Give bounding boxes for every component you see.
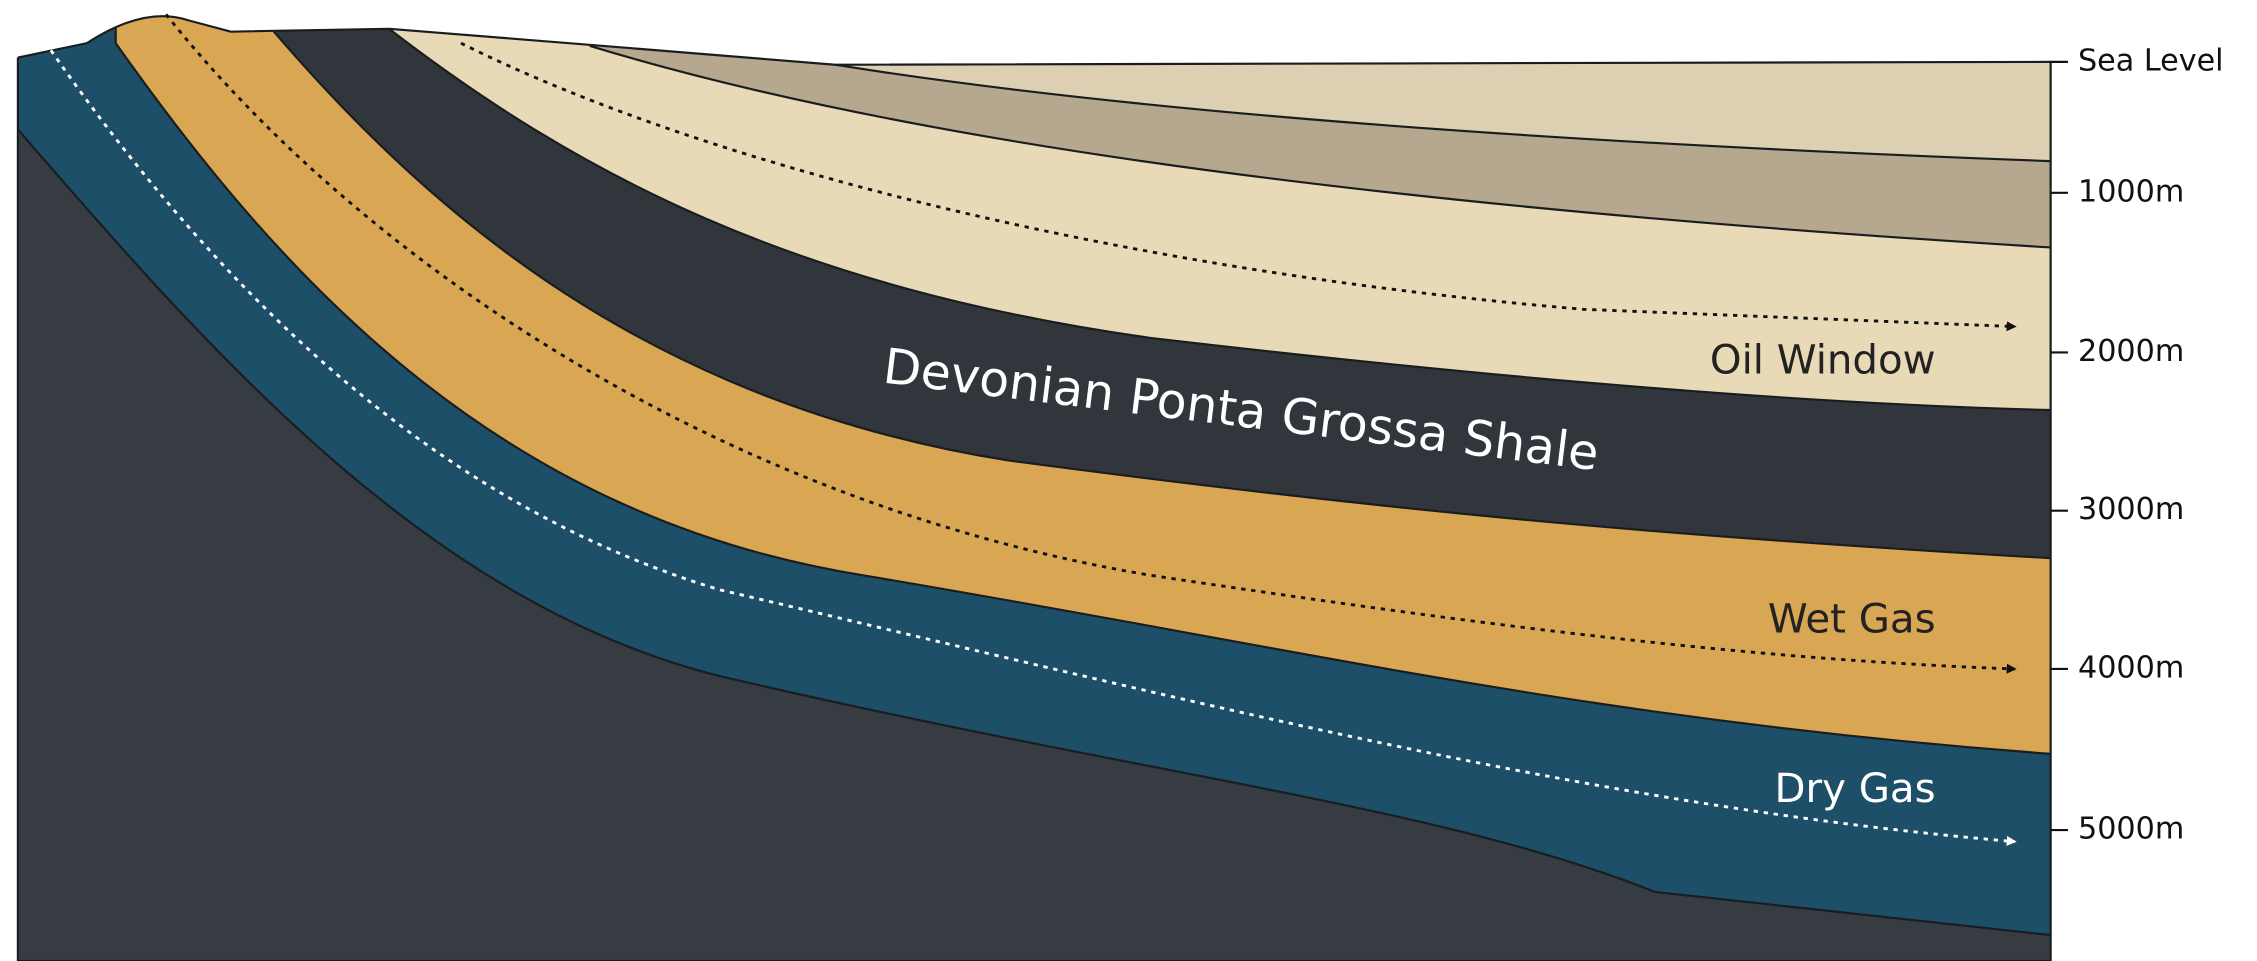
oil-window-arrow bbox=[460, 41, 2017, 332]
wet-gas-arrow bbox=[164, 13, 2017, 674]
zone-label: Wet Gas bbox=[1768, 596, 1936, 642]
outline bbox=[16, 15, 2052, 961]
depth-scale: Sea Level 1000m 2000m 3000m 4000m 5000m bbox=[2050, 43, 2224, 847]
depth-label: 5000m bbox=[2078, 812, 2184, 847]
depth-label: Sea Level bbox=[2078, 43, 2224, 78]
depth-label: 3000m bbox=[2078, 492, 2184, 527]
zone-label: Oil Window bbox=[1710, 338, 1936, 384]
depth-label: 4000m bbox=[2078, 650, 2184, 685]
dry-gas-arrow bbox=[49, 49, 2017, 846]
zone-label: Dry Gas bbox=[1775, 766, 1936, 812]
depth-label: 2000m bbox=[2078, 334, 2184, 369]
depth-label: 1000m bbox=[2078, 174, 2184, 209]
